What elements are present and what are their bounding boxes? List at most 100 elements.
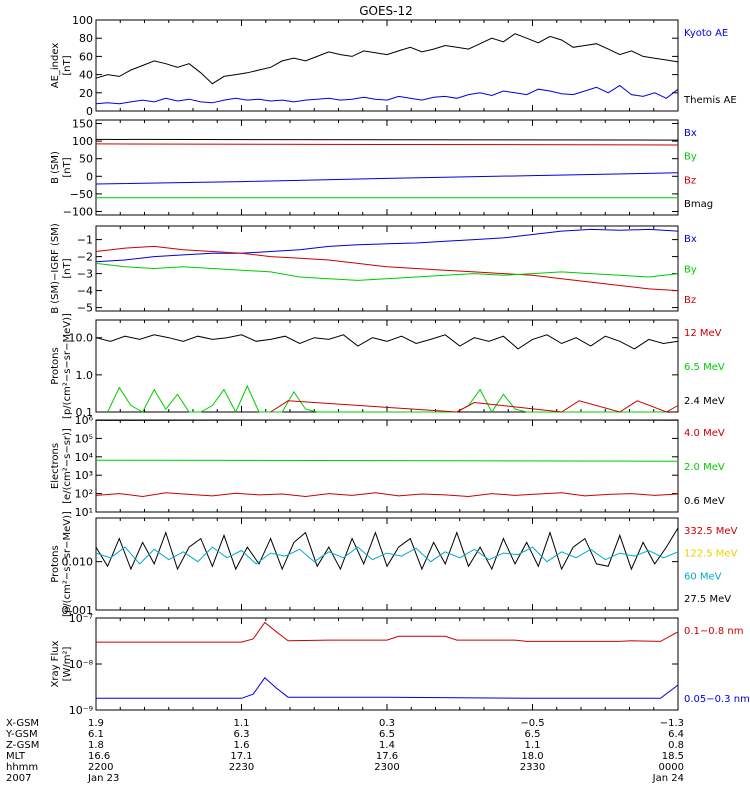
panel-1-ytick-label-2: 0: [86, 170, 93, 183]
xaxis-col-0-row-5: Jan 23: [87, 773, 119, 784]
xaxis-col-2-row-3: 17.6: [376, 751, 398, 762]
xaxis-col-3-row-3: 18.0: [521, 751, 543, 762]
panel-3-series-2-4-mev: [95, 334, 679, 350]
panel-6-series-0-1-0-8-nm: [96, 621, 679, 643]
panel-5-ytick-label-1: 0.010: [62, 556, 94, 569]
xaxis-row-label-1: Y-GSM: [5, 729, 38, 740]
panel-3-frame: [95, 319, 679, 413]
panel-3-ylabel-units: [p/(cm²−s−sr−MeV)]: [62, 313, 73, 419]
panel-3-legend-2: 2.4 MeV: [684, 396, 725, 407]
panel-4-ylabel-units: [e/(cm²−s−sr)]: [62, 428, 73, 504]
panel-1-legend-2: Bz: [684, 175, 696, 186]
xaxis-col-4-row-1: 6.4: [668, 729, 684, 740]
panel-6-legend-1: 0.05−0.3 nm: [684, 694, 750, 705]
panel-0-ytick-label-1: 20: [79, 87, 93, 100]
panel-5-ylabel: Protons: [50, 545, 61, 582]
xaxis-col-4-row-2: 0.8: [668, 740, 684, 751]
panel-3-ytick-label-2: 10.0: [69, 332, 94, 345]
panel-6-frame: [95, 617, 679, 711]
panel-1-ytick-label-3: 50: [79, 153, 93, 166]
panel-3-ytick-label-1: 1.0: [76, 369, 94, 382]
panel-5-series-27-5-mev: [95, 527, 679, 571]
xaxis-col-1-row-3: 17.1: [230, 751, 252, 762]
panel-0-ytick-label-2: 40: [79, 69, 93, 82]
xaxis-row-label-0: X-GSM: [6, 718, 39, 729]
panel-1-ytick-label-0: −100: [63, 205, 93, 218]
panel-3-legend-1: 6.5 MeV: [684, 362, 725, 373]
panel-5-frame: [95, 517, 679, 611]
panel-2-series-bz: [95, 245, 679, 292]
panel-4-legend-2: 0.6 MeV: [684, 496, 725, 507]
panel-1-series-bz: [95, 143, 679, 146]
xaxis-col-3-row-2: 1.1: [525, 740, 541, 751]
xaxis-col-0-row-2: 1.8: [88, 740, 104, 751]
xaxis-col-4-row-0: −1.3: [660, 718, 684, 729]
panel-6-ylabel: Xray Flux: [50, 640, 61, 687]
xaxis-row-label-2: Z-GSM: [6, 740, 39, 751]
xaxis-col-4-row-3: 18.5: [662, 751, 684, 762]
panel-1-series-bmag: [95, 138, 679, 141]
panel-6-ytick-label-1: 10⁻⁸: [69, 658, 94, 671]
xaxis-col-1-row-1: 6.3: [234, 729, 250, 740]
xaxis-col-1-row-2: 1.6: [234, 740, 250, 751]
panel-4-ytick-label-1: 10²: [75, 488, 93, 501]
panel-2-legend-1: By: [684, 265, 697, 276]
panel-0-ytick-label-4: 80: [79, 32, 93, 45]
panel-2-frame: [95, 225, 679, 312]
panel-4-legend-0: 4.0 MeV: [684, 428, 725, 439]
xaxis-row-label-4: hhmm: [6, 762, 38, 773]
panel-6-ytick-label-0: 10⁻⁹: [69, 704, 93, 717]
panel-4-ytick-label-2: 10³: [75, 469, 93, 482]
panel-1-legend-0: Bx: [684, 128, 697, 139]
xaxis-col-1-row-0: 1.1: [234, 718, 250, 729]
xaxis-row-label-5: 2007: [6, 773, 31, 784]
panel-0-legend-1: Themis AE: [683, 95, 737, 106]
xaxis-col-0-row-0: 1.9: [88, 718, 104, 729]
panel-3-series-6-5-mev: [107, 384, 667, 414]
panel-4-series-2-0-mev: [95, 459, 679, 462]
panel-4-ylabel: Electrons: [50, 443, 61, 489]
panel-5-legend-0: 332.5 MeV: [684, 526, 738, 537]
panel-0-ytick-label-5: 100: [72, 14, 93, 27]
panel-5-ytick-label-0: 0.001: [62, 604, 94, 617]
panel-5-legend-1: 122.5 MeV: [684, 549, 738, 560]
panel-4-ytick-label-0: 10¹: [75, 506, 93, 519]
panel-2-ylabel: B (SM)−IGRF (SM): [50, 223, 61, 314]
panel-4-legend-1: 2.0 MeV: [684, 462, 725, 473]
xaxis-col-4-row-5: Jan 24: [652, 773, 684, 784]
xaxis-col-2-row-4: 2300: [374, 762, 399, 773]
panel-0-series-themis-ae: [95, 33, 679, 85]
panel-4-ytick-label-4: 10⁵: [75, 432, 93, 445]
panel-0-ylabel: AE_index: [50, 43, 61, 89]
xaxis-col-0-row-1: 6.1: [88, 729, 104, 740]
xaxis-col-4-row-4: 0000: [659, 762, 684, 773]
panel-4-frame: [95, 419, 679, 513]
panel-3-ytick-label-0: 0.1: [76, 406, 94, 419]
panel-2-ytick-label-4: −1: [77, 234, 93, 247]
panel-2-ytick-label-3: −2: [77, 251, 93, 264]
panel-1-ytick-label-1: −50: [70, 188, 93, 201]
panel-0-ytick-label-0: 0: [86, 105, 93, 118]
plot-title: GOES-12: [359, 4, 413, 18]
xaxis-col-0-row-3: 16.6: [88, 751, 110, 762]
panel-5-series-60-mev: [95, 546, 679, 565]
panel-2-ytick-label-1: −4: [77, 285, 93, 298]
panel-0-legend-0: Kyoto AE: [684, 28, 728, 39]
panel-1-series-bx: [95, 172, 679, 185]
panel-2-ytick-label-2: −3: [77, 268, 93, 281]
xaxis-col-0-row-4: 2200: [88, 762, 113, 773]
panel-1-legend-3: Bmag: [684, 199, 713, 210]
panel-4-ytick-label-5: 10⁶: [75, 414, 94, 427]
panel-1-ytick-label-4: 100: [72, 135, 93, 148]
panel-2-series-bx: [95, 228, 679, 263]
panel-3-legend-0: 12 MeV: [684, 328, 722, 339]
panel-4-series-4-0-mev: [95, 492, 679, 498]
xaxis-col-3-row-0: −0.5: [520, 718, 544, 729]
xaxis-col-3-row-1: 6.5: [525, 729, 541, 740]
panel-4-ytick-label-3: 10⁴: [75, 451, 94, 464]
panel-0-ylabel-units: [nT]: [62, 55, 73, 75]
xaxis-col-2-row-0: 0.3: [379, 718, 395, 729]
panel-6-series-0-05-0-3-nm: [96, 677, 679, 699]
panel-6-legend-0: 0.1−0.8 nm: [684, 626, 743, 637]
